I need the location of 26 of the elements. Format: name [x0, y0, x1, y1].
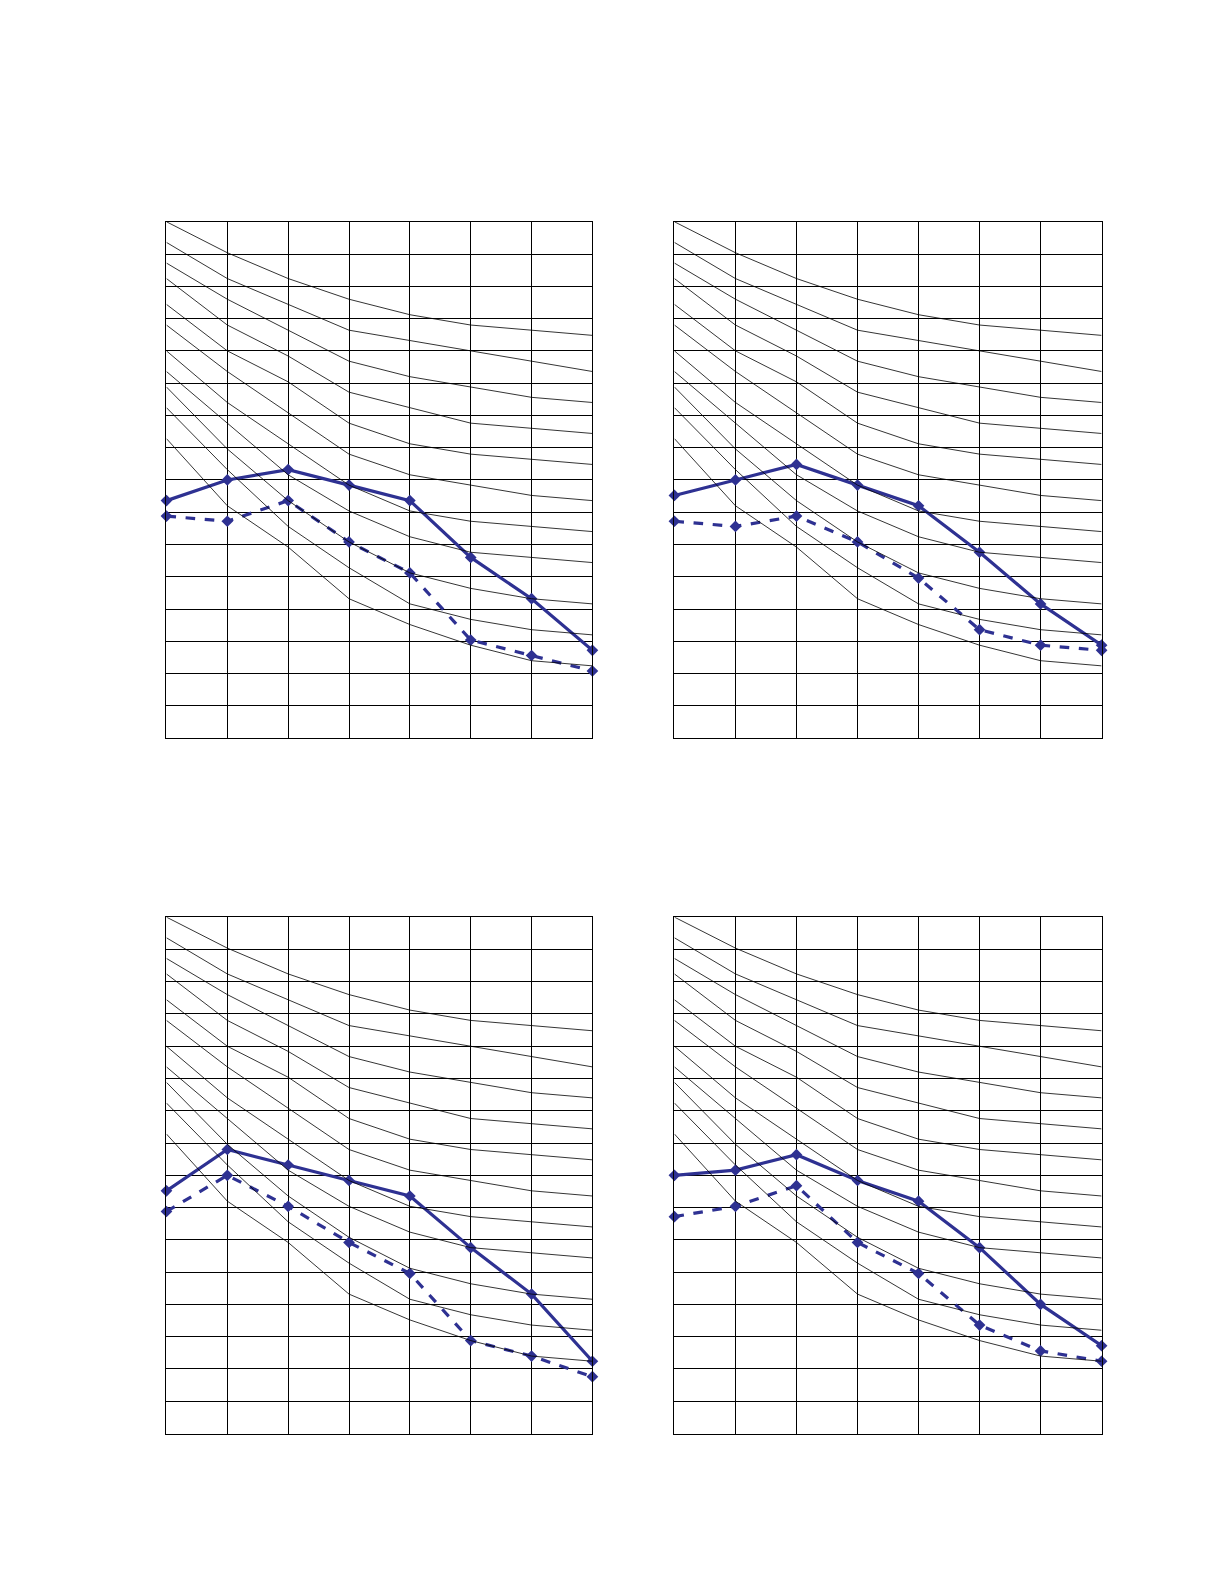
- point: [1034, 598, 1047, 610]
- point: [790, 1148, 803, 1161]
- point: [343, 1236, 355, 1249]
- point: [912, 499, 925, 512]
- point: [221, 515, 234, 528]
- point: [404, 1267, 416, 1280]
- point: [221, 1169, 234, 1182]
- point: [790, 458, 803, 471]
- point: [404, 1190, 416, 1202]
- point: [404, 494, 416, 507]
- point: [464, 551, 477, 564]
- point: [729, 1200, 742, 1213]
- point: [912, 1195, 925, 1207]
- point: [221, 1143, 234, 1156]
- point: [1034, 1298, 1047, 1311]
- point: [464, 634, 477, 646]
- point: [1034, 1345, 1047, 1357]
- point: [729, 474, 742, 486]
- point: [973, 623, 986, 636]
- point: [282, 1200, 295, 1213]
- point: [221, 474, 234, 486]
- point: [729, 520, 742, 533]
- point: [790, 510, 803, 522]
- point: [912, 572, 925, 584]
- point: [790, 1179, 803, 1192]
- point: [973, 1319, 986, 1331]
